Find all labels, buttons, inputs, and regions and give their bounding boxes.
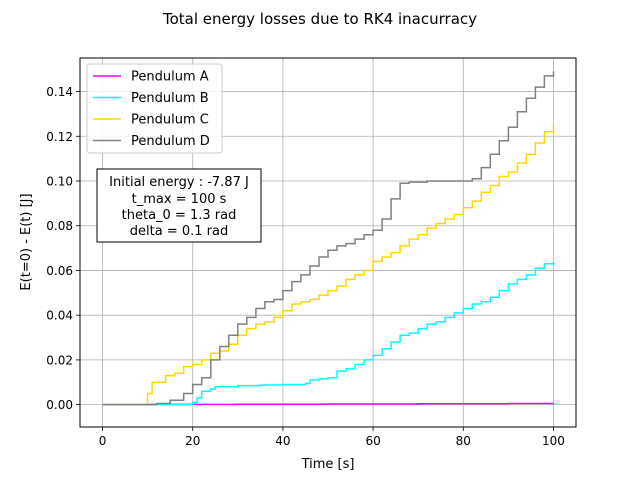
y-tick-label: 0.00 [46, 398, 73, 412]
info-box: Initial energy : -7.87 J t_max = 100 s t… [96, 168, 262, 243]
chart-title: Total energy losses due to RK4 inacurrac… [162, 10, 477, 28]
x-tick-label: 40 [275, 434, 290, 448]
info-box-frame [96, 168, 262, 243]
plot-frame [79, 57, 577, 428]
y-tick-label: 0.10 [46, 175, 73, 189]
series-line-2 [102, 261, 555, 406]
y-axis-label: E(t=0) - E(t) [J] [19, 193, 34, 290]
series-layer [102, 71, 555, 406]
x-tick-label: 20 [185, 434, 200, 448]
y-tick-label: 0.06 [46, 264, 73, 278]
y-axis: 0.00 0.02 0.04 0.06 0.08 0.10 0.12 0.14 [46, 85, 80, 412]
x-tick-label: 100 [542, 434, 565, 448]
series-line-3 [102, 125, 555, 406]
info-line-tmax: t_max = 100 s [132, 192, 227, 207]
x-axis-label: Time [s] [301, 457, 355, 472]
info-line-theta: theta_0 = 1.3 rad [122, 208, 237, 223]
info-line-delta: delta = 0.1 rad [130, 224, 228, 239]
legend-label: Pendulum C [131, 113, 209, 128]
legend: Pendulum A Pendulum B Pendulum C Pendulum D [86, 63, 223, 154]
x-tick-label: 60 [365, 434, 380, 448]
x-tick-label: 0 [99, 434, 107, 448]
info-line-energy: Initial energy : -7.87 J [109, 175, 249, 190]
legend-label: Pendulum B [131, 91, 209, 106]
x-tick-label: 80 [456, 434, 471, 448]
grid [80, 58, 576, 427]
legend-label: Pendulum D [131, 134, 210, 149]
y-tick-label: 0.02 [46, 353, 73, 367]
series-line-4 [102, 71, 555, 406]
legend-box [86, 63, 223, 154]
x-axis: 0 20 40 60 80 100 [99, 427, 565, 448]
y-tick-label: 0.12 [46, 130, 73, 144]
legend-label: Pendulum A [131, 70, 209, 85]
y-tick-label: 0.04 [46, 309, 73, 323]
y-tick-label: 0.08 [46, 219, 73, 233]
y-tick-label: 0.14 [46, 85, 73, 99]
